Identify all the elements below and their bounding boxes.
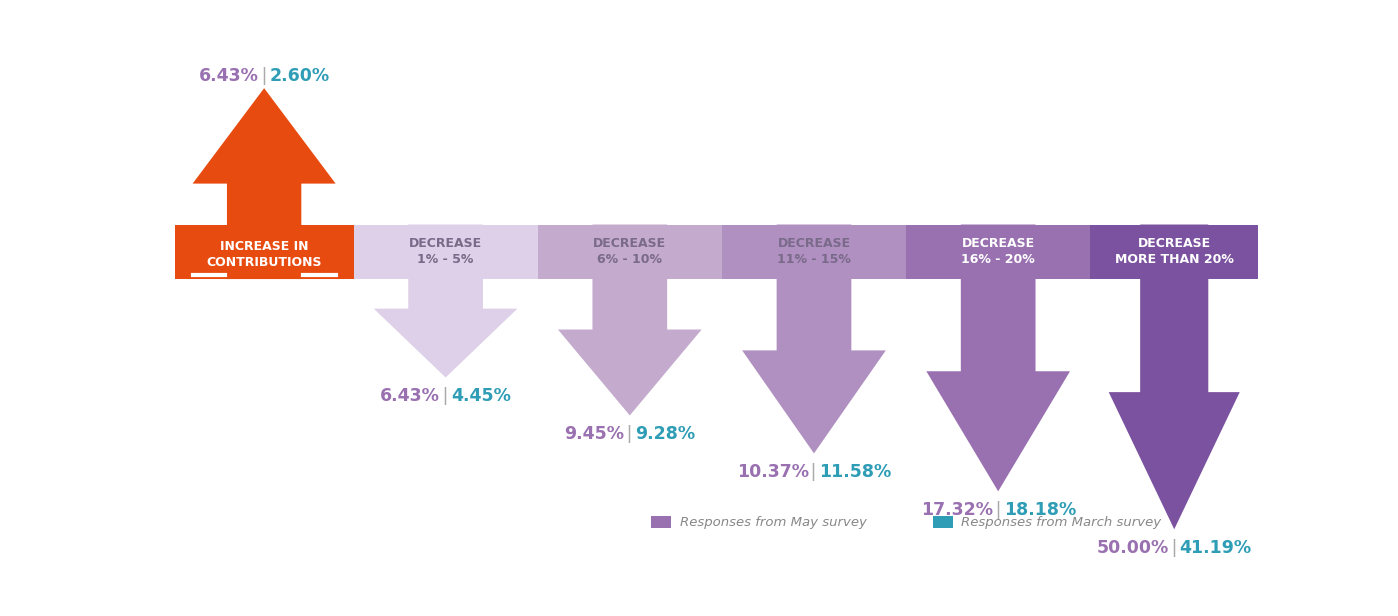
Text: 18.18%: 18.18%	[1004, 501, 1076, 519]
Text: |: |	[1166, 539, 1183, 557]
Text: 9.28%: 9.28%	[635, 426, 695, 444]
Text: 4.45%: 4.45%	[452, 387, 510, 405]
Text: 6.43%: 6.43%	[199, 67, 259, 85]
Text: 11.58%: 11.58%	[819, 463, 892, 481]
Text: DECREASE
11% - 15%: DECREASE 11% - 15%	[777, 237, 851, 266]
Bar	[175, 224, 354, 279]
Bar	[1090, 224, 1258, 279]
Bar	[934, 516, 952, 528]
Text: INCREASE IN
CONTRIBUTIONS: INCREASE IN CONTRIBUTIONS	[207, 240, 322, 269]
Polygon shape	[1109, 224, 1240, 529]
Bar	[538, 224, 721, 279]
Text: 6.43%: 6.43%	[380, 387, 440, 405]
Polygon shape	[927, 224, 1069, 492]
Polygon shape	[373, 224, 517, 378]
Text: 10.37%: 10.37%	[737, 463, 808, 481]
Text: |: |	[256, 67, 273, 85]
Text: 41.19%: 41.19%	[1180, 539, 1251, 557]
Bar	[651, 516, 671, 528]
Text: |: |	[438, 387, 454, 405]
Text: DECREASE
1% - 5%: DECREASE 1% - 5%	[410, 237, 482, 266]
Text: DECREASE
16% - 20%: DECREASE 16% - 20%	[962, 237, 1035, 266]
Polygon shape	[742, 224, 886, 453]
Text: |: |	[805, 463, 822, 481]
Text: 17.32%: 17.32%	[921, 501, 993, 519]
Text: DECREASE
MORE THAN 20%: DECREASE MORE THAN 20%	[1114, 237, 1233, 266]
Text: 2.60%: 2.60%	[270, 67, 330, 85]
Text: Responses from May survey: Responses from May survey	[679, 516, 867, 529]
Text: |: |	[990, 501, 1007, 519]
Text: 9.45%: 9.45%	[565, 426, 625, 444]
Polygon shape	[193, 88, 336, 279]
Bar	[906, 224, 1090, 279]
Text: |: |	[621, 426, 639, 444]
Text: DECREASE
6% - 10%: DECREASE 6% - 10%	[593, 237, 667, 266]
Bar	[721, 224, 906, 279]
Text: Responses from March survey: Responses from March survey	[962, 516, 1162, 529]
Bar	[354, 224, 538, 279]
Text: 50.00%: 50.00%	[1096, 539, 1169, 557]
Polygon shape	[558, 224, 702, 415]
